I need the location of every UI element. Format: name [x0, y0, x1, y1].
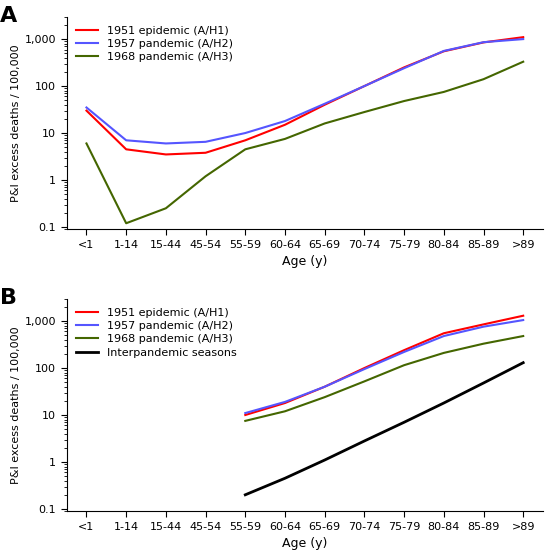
X-axis label: Age (y): Age (y) [282, 537, 327, 550]
Y-axis label: P&I excess deaths / 100,000: P&I excess deaths / 100,000 [10, 326, 20, 483]
Y-axis label: P&I excess deaths / 100,000: P&I excess deaths / 100,000 [10, 44, 20, 202]
X-axis label: Age (y): Age (y) [282, 255, 327, 268]
Legend: 1951 epidemic (A/H1), 1957 pandemic (A/H2), 1968 pandemic (A/H3), Interpandemic : 1951 epidemic (A/H1), 1957 pandemic (A/H… [72, 304, 240, 361]
Legend: 1951 epidemic (A/H1), 1957 pandemic (A/H2), 1968 pandemic (A/H3): 1951 epidemic (A/H1), 1957 pandemic (A/H… [72, 22, 236, 66]
Text: A: A [0, 6, 17, 26]
Text: B: B [0, 288, 17, 308]
